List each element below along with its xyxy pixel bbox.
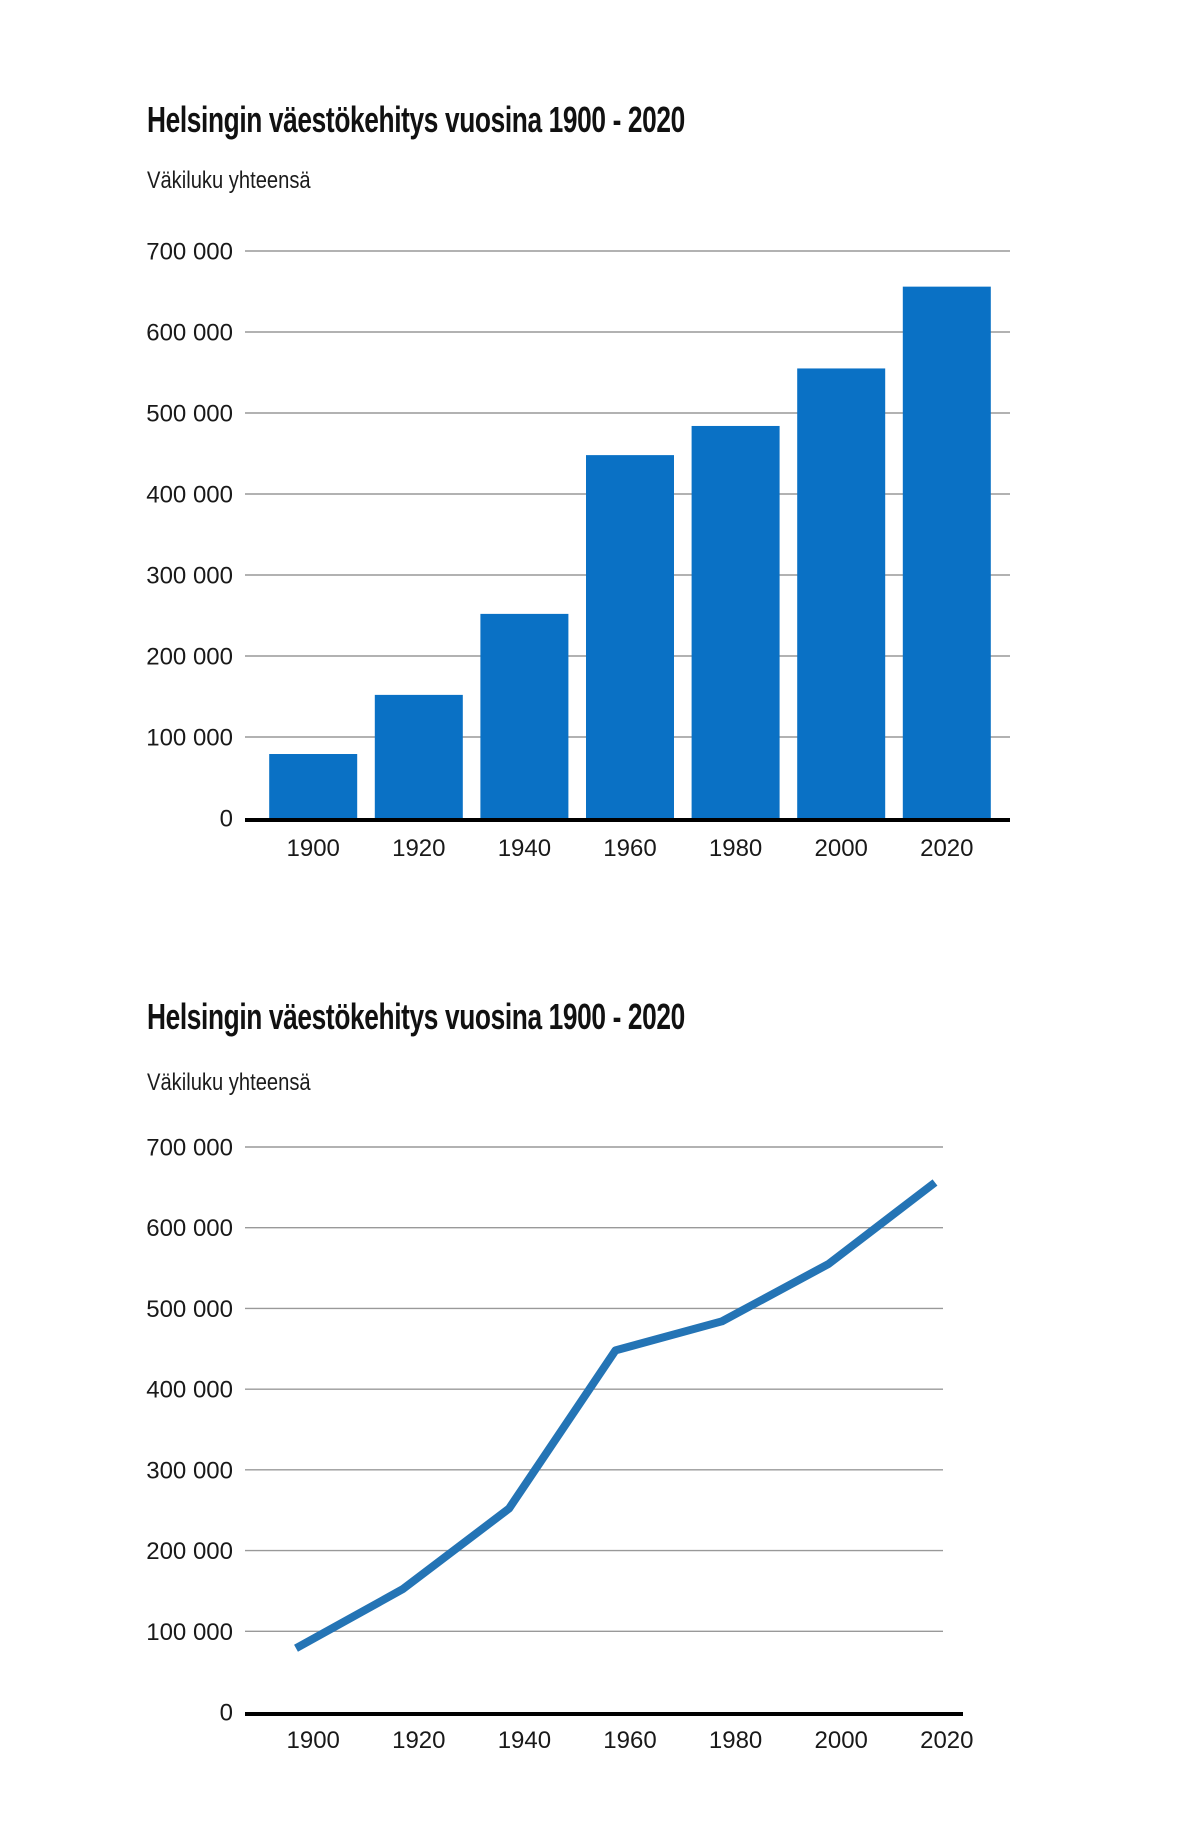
- y-tick-label: 0: [220, 1700, 233, 1727]
- y-tick-label: 500 000: [146, 401, 233, 428]
- population-line: [294, 1179, 938, 1652]
- x-tick-label: 1920: [392, 1727, 445, 1754]
- y-tick-label: 400 000: [146, 1377, 233, 1404]
- bar-chart-title: Helsingin väestökehitys vuosina 1900 - 2…: [147, 99, 685, 140]
- line-chart-title: Helsingin väestökehitys vuosina 1900 - 2…: [147, 996, 685, 1037]
- y-tick-label: 200 000: [146, 1538, 233, 1565]
- x-tick-label: 1900: [287, 835, 340, 862]
- x-tick-label: 1980: [709, 835, 762, 862]
- bar-1900: [269, 754, 358, 818]
- y-tick-label: 200 000: [146, 644, 233, 671]
- y-tick-label: 100 000: [146, 725, 233, 752]
- y-tick-label: 600 000: [146, 320, 233, 347]
- y-tick-label: 300 000: [146, 1457, 233, 1484]
- y-tick-label: 100 000: [146, 1619, 233, 1646]
- bar-1920: [374, 694, 463, 818]
- x-tick-label: 1960: [603, 1727, 656, 1754]
- x-tick-label: 2000: [815, 835, 868, 862]
- y-tick-label: 500 000: [146, 1296, 233, 1323]
- bar-1960: [586, 455, 674, 818]
- y-tick-label: 700 000: [146, 239, 233, 266]
- x-tick-label: 1900: [287, 1727, 340, 1754]
- bar-2000: [797, 368, 886, 818]
- bar-1940: [480, 613, 569, 818]
- x-tick-label: 2020: [920, 1727, 973, 1754]
- x-tick-label: 1920: [392, 835, 445, 862]
- line-chart-subtitle: Väkiluku yhteensä: [147, 1069, 311, 1096]
- x-tick-label: 1960: [603, 835, 656, 862]
- y-tick-label: 600 000: [146, 1215, 233, 1242]
- y-tick-label: 400 000: [146, 482, 233, 509]
- bar-chart-subtitle: Väkiluku yhteensä: [147, 167, 311, 194]
- y-tick-label: 300 000: [146, 563, 233, 590]
- bar-2020: [902, 286, 991, 818]
- x-tick-label: 2020: [920, 835, 973, 862]
- y-tick-label: 0: [220, 806, 233, 833]
- y-tick-label: 700 000: [146, 1135, 233, 1162]
- x-tick-label: 1940: [498, 835, 551, 862]
- x-tick-label: 2000: [815, 1727, 868, 1754]
- x-tick-label: 1980: [709, 1727, 762, 1754]
- bar-1980: [691, 425, 780, 818]
- x-tick-label: 1940: [498, 1727, 551, 1754]
